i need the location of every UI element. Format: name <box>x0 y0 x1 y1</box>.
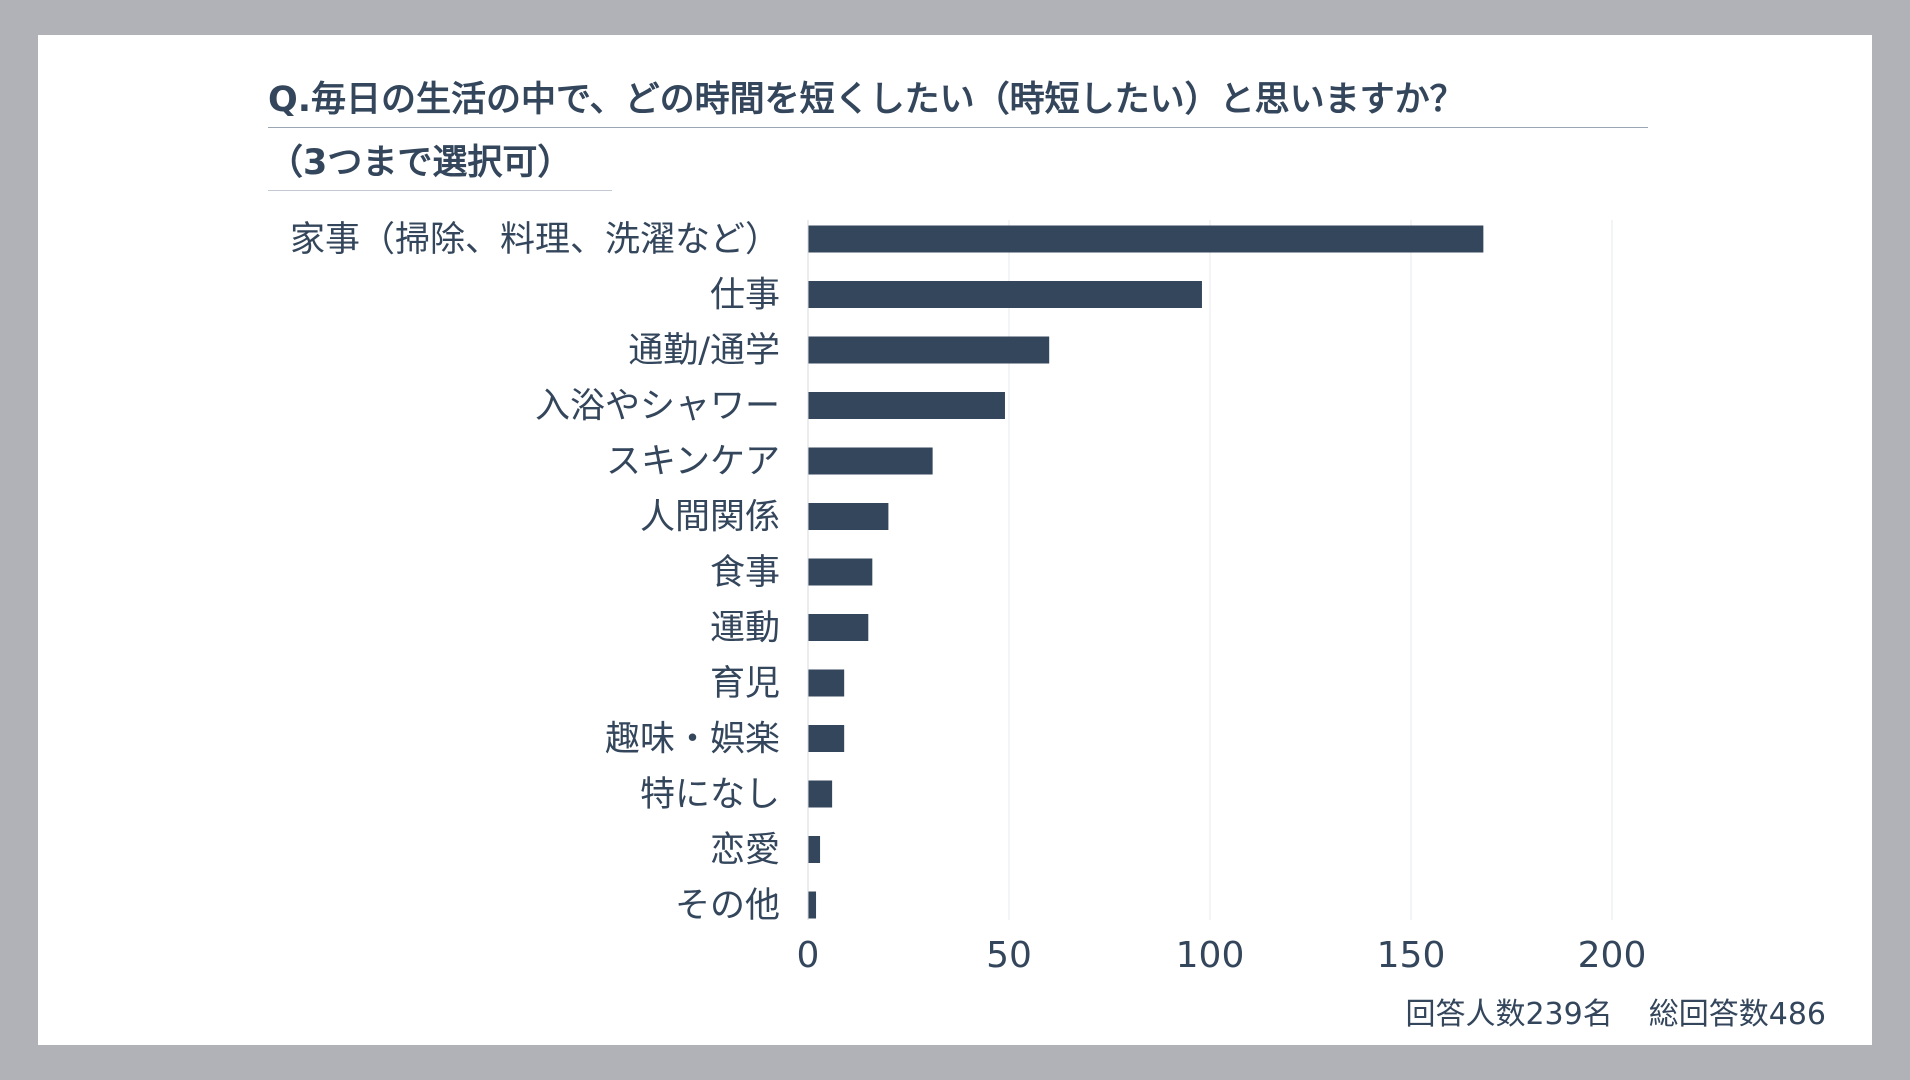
category-label: 家事（掃除、料理、洗濯など） <box>290 220 780 260</box>
bar <box>808 392 1005 419</box>
chart-footnote: 回答人数239名 総回答数486 <box>1405 989 1826 1033</box>
bar <box>808 225 1484 253</box>
category-label: 仕事 <box>710 276 780 316</box>
bar <box>808 447 933 475</box>
chart-title: Q.毎日の生活の中で、どの時間を短くしたい（時短したい）と思いますか？ （3つま… <box>268 73 1648 191</box>
category-label: 運動 <box>710 609 780 649</box>
bar <box>808 614 869 641</box>
category-label: 人間関係 <box>640 498 780 538</box>
bar <box>808 336 1050 364</box>
bar <box>808 780 833 808</box>
bar <box>808 725 845 752</box>
bar <box>808 669 845 697</box>
category-label: スキンケア <box>606 442 780 482</box>
x-tick-label: 0 <box>797 935 820 976</box>
bar <box>808 503 889 530</box>
category-label: 恋愛 <box>710 831 780 871</box>
category-label: その他 <box>675 886 780 926</box>
x-tick-label: 100 <box>1176 935 1245 976</box>
respondent-count: 回答人数239名 <box>1405 997 1613 1032</box>
category-label: 食事 <box>710 553 780 593</box>
x-tick-label: 50 <box>986 935 1032 976</box>
x-tick-label: 150 <box>1377 935 1446 976</box>
chart-title-line-2: （3つまで選択可） <box>268 136 612 191</box>
bar-chart: 0 50 100 150 200 家事（掃除、料理、洗濯など） 仕事通勤/通学入浴やシャワー… <box>290 220 1647 976</box>
chart-title-line-1: Q.毎日の生活の中で、どの時間を短くしたい（時短したい）と思いますか？ <box>268 73 1648 128</box>
category-label: 特になし <box>640 775 780 815</box>
category-label: 趣味・娯楽 <box>605 720 780 760</box>
bar <box>808 281 1202 308</box>
chart-card: Q.毎日の生活の中で、どの時間を短くしたい（時短したい）と思いますか？ （3つま… <box>38 35 1872 1045</box>
category-label: 育児 <box>710 664 780 704</box>
category-label: 通勤/通学 <box>628 331 780 371</box>
bar <box>808 558 873 586</box>
total-answer-count: 総回答数486 <box>1648 997 1826 1032</box>
x-tick-label: 200 <box>1578 935 1647 976</box>
bar <box>808 891 817 919</box>
bar <box>808 836 821 863</box>
category-label: 入浴やシャワー <box>535 387 780 427</box>
